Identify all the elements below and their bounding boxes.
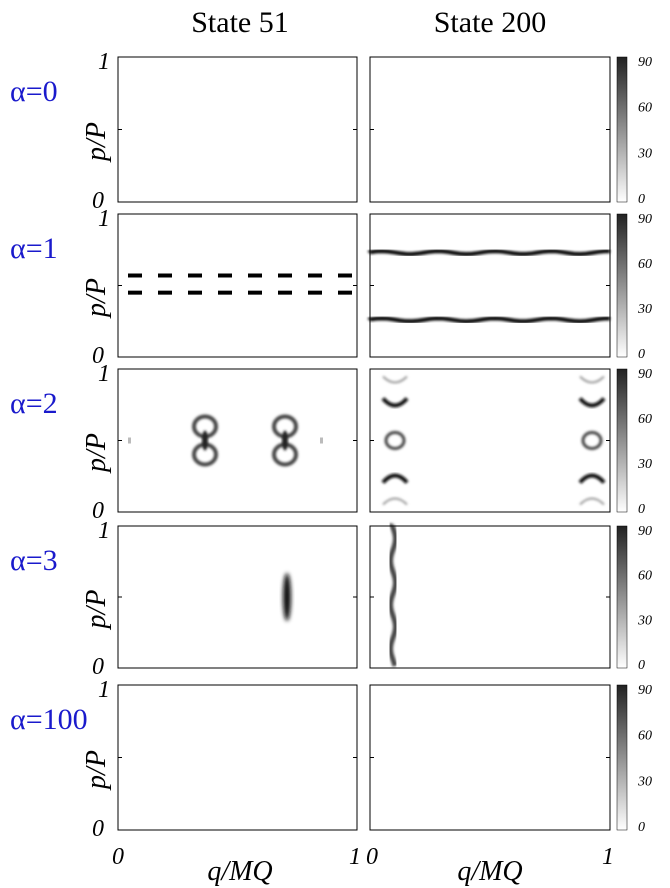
y-tick-label: 0: [92, 654, 104, 680]
column-title: State 200: [434, 6, 547, 39]
heatmap-panel: [368, 213, 611, 358]
colorbar-tick-label: 60: [638, 257, 652, 272]
heatmap-panel: [369, 684, 611, 831]
panel-bg: [370, 214, 610, 357]
y-tick-label: 0: [92, 188, 104, 214]
colorbar-tick-label: 30: [637, 457, 652, 472]
density-band: [368, 316, 611, 324]
x-axis-label: q/MQ: [457, 856, 522, 887]
density-blob: [382, 497, 408, 506]
y-tick-label: 1: [98, 518, 110, 544]
colorbar: [616, 684, 628, 831]
y-tick-label: 1: [98, 361, 110, 387]
colorbar: [616, 525, 628, 669]
colorbar-tick-label: 0: [638, 820, 645, 835]
density-blob: [578, 473, 606, 484]
y-axis-label: p/P: [81, 278, 112, 319]
density-blob: [382, 375, 408, 384]
colorbar-tick-label: 60: [638, 569, 652, 584]
colorbar-tick-label: 90: [638, 55, 652, 70]
colorbar-tick-label: 90: [638, 524, 652, 539]
row-label: α=3: [10, 544, 58, 577]
heatmap-panel: [369, 56, 611, 203]
panel-bg: [118, 526, 357, 668]
density-blob: [282, 430, 288, 451]
y-axis-label: p/P: [81, 433, 112, 474]
x-tick-label: 0: [112, 844, 124, 870]
density-blob: [579, 375, 605, 384]
x-tick-label: 1: [602, 844, 614, 870]
density-band: [368, 249, 611, 257]
panel-bg: [118, 57, 357, 202]
y-tick-label: 0: [92, 498, 104, 524]
colorbar-tick-label: 0: [638, 192, 645, 207]
panel-bg: [118, 369, 357, 512]
colorbar-tick-label: 60: [638, 101, 652, 116]
colorbar-tick-label: 90: [638, 212, 652, 227]
y-axis-label: p/P: [81, 122, 112, 163]
heatmap-panel: [117, 368, 358, 513]
density-blob: [381, 473, 409, 484]
row-label: α=100: [10, 703, 88, 736]
colorbar-tick-label: 90: [638, 367, 652, 382]
colorbar-tick-label: 30: [637, 302, 652, 317]
density-blob: [579, 497, 605, 506]
x-axis-label: q/MQ: [207, 856, 272, 887]
density-blob: [202, 430, 208, 451]
density-band: [388, 523, 398, 667]
y-tick-label: 1: [98, 49, 110, 75]
heatmap-panel: [117, 684, 358, 831]
panel-bg: [370, 369, 610, 512]
colorbar-tick-label: 30: [637, 146, 652, 161]
heatmap-panel: [369, 368, 611, 513]
colorbar-tick-label: 30: [637, 613, 652, 628]
heatmap-panel: [369, 523, 611, 669]
column-title: State 51: [191, 6, 289, 39]
colorbar: [616, 56, 628, 203]
y-tick-label: 1: [98, 677, 110, 703]
colorbar-tick-label: 0: [638, 658, 645, 673]
row-label: α=2: [10, 387, 58, 420]
density-blob: [581, 431, 603, 450]
colorbar-tick-label: 0: [638, 347, 645, 362]
y-axis-label: p/P: [81, 590, 112, 631]
y-axis-label: p/P: [81, 750, 112, 791]
colorbar-tick-label: 60: [638, 729, 652, 744]
row-label: α=0: [10, 75, 58, 108]
density-blob: [381, 397, 409, 408]
heatmap-panel: [117, 56, 358, 203]
y-tick-label: 0: [92, 816, 104, 842]
panel-bg: [118, 685, 357, 830]
panel-bg: [118, 214, 357, 357]
density-blob: [384, 431, 406, 450]
x-tick-label: 0: [366, 844, 378, 870]
panel-bg: [370, 57, 610, 202]
heatmap-panel: [117, 525, 358, 669]
y-tick-label: 1: [98, 206, 110, 232]
heatmap-panel: [117, 213, 358, 358]
colorbar-tick-label: 30: [637, 774, 652, 789]
density-blob: [320, 437, 323, 444]
colorbar-tick-label: 60: [638, 412, 652, 427]
density-blob: [578, 397, 606, 408]
colorbar: [616, 213, 628, 358]
row-label: α=1: [10, 232, 58, 265]
panel-bg: [370, 685, 610, 830]
colorbar-tick-label: 90: [638, 683, 652, 698]
colorbar: [616, 368, 628, 513]
panel-bg: [370, 526, 610, 668]
colorbar-tick-label: 0: [638, 502, 645, 517]
x-tick-label: 1: [349, 844, 361, 870]
density-blob: [128, 437, 131, 444]
y-tick-label: 0: [92, 343, 104, 369]
